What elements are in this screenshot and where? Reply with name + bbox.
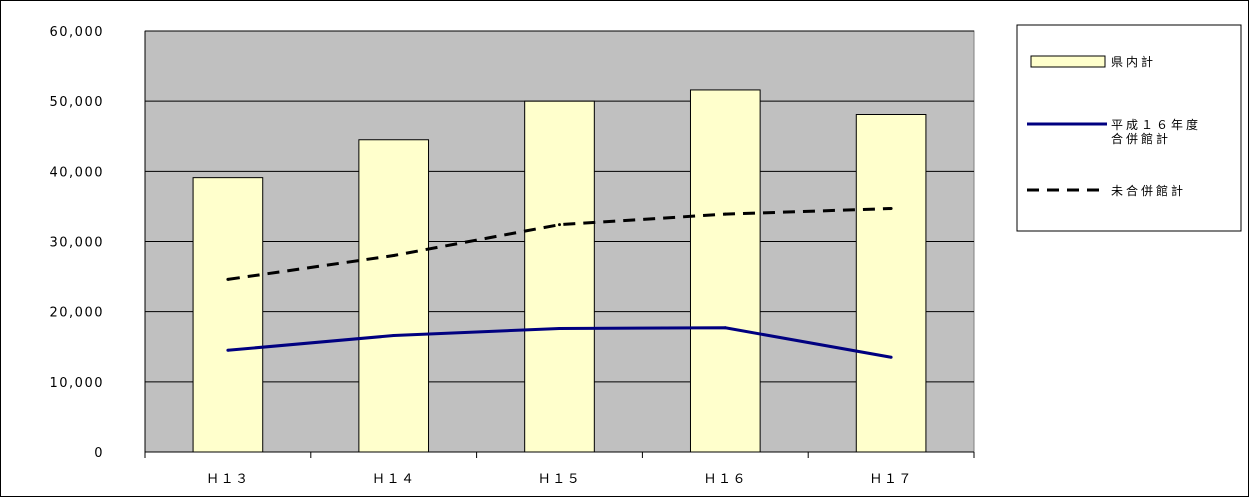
x-tick-label: Ｈ１６ <box>704 472 748 487</box>
y-tick-labels: 0 10,000 20,000 30,000 40,000 50,000 60,000 <box>50 25 105 461</box>
data-point <box>558 223 561 227</box>
x-tick-label: Ｈ１７ <box>869 472 913 487</box>
data-point <box>392 334 396 338</box>
bar <box>358 139 430 453</box>
legend-label-merged: 平成１６年度合併館計 <box>1111 117 1201 146</box>
line-series <box>226 207 893 359</box>
series-line <box>227 207 892 281</box>
y-tick-label: 0 <box>94 446 104 461</box>
y-tick-label: 10,000 <box>50 376 105 391</box>
legend-swatch-bar <box>1030 55 1106 68</box>
data-point <box>889 355 893 359</box>
y-tick-label: 60,000 <box>50 25 105 40</box>
bar-series <box>192 89 927 453</box>
y-tick-label: 40,000 <box>50 165 105 180</box>
x-tick-labels: Ｈ１３ Ｈ１４ Ｈ１５ Ｈ１６ Ｈ１７ <box>206 472 913 487</box>
legend-label-unmerged: 未合併館計 <box>1111 183 1186 198</box>
bar <box>689 89 761 453</box>
data-point <box>723 326 727 330</box>
legend-label-bar: 県内計 <box>1111 54 1156 69</box>
bar <box>524 100 595 453</box>
legend-label-line: 平成１６年度 <box>1111 117 1201 132</box>
data-point <box>226 348 230 352</box>
data-point <box>723 212 727 216</box>
data-point <box>558 327 561 331</box>
y-tick-label: 20,000 <box>50 306 105 321</box>
x-tick-label: Ｈ１５ <box>538 472 582 487</box>
data-point <box>889 207 893 211</box>
data-point <box>392 254 396 258</box>
axes <box>144 31 975 458</box>
y-tick-label: 50,000 <box>50 95 105 110</box>
x-tick-label: Ｈ１３ <box>206 472 250 487</box>
legend: 県内計 平成１６年度合併館計 未合併館計 <box>1016 24 1242 232</box>
y-tick-label: 30,000 <box>50 236 105 251</box>
x-tick-label: Ｈ１４ <box>372 472 416 487</box>
bar <box>192 177 264 453</box>
legend-label-line: 合併館計 <box>1111 131 1171 146</box>
bar <box>855 113 927 453</box>
data-point <box>226 277 230 281</box>
